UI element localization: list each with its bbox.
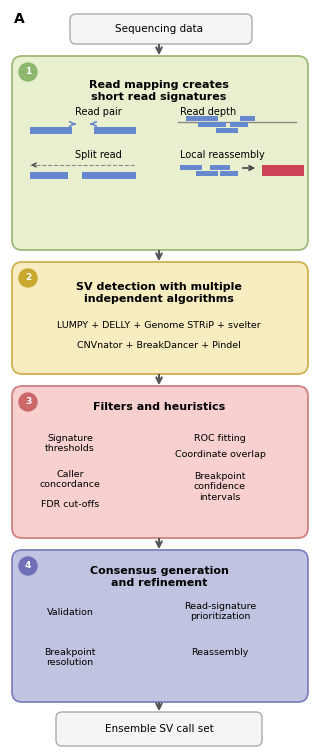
FancyBboxPatch shape: [12, 386, 308, 538]
Text: 3: 3: [25, 397, 31, 406]
Text: LUMPY + DELLY + Genome STRiP + svelter: LUMPY + DELLY + Genome STRiP + svelter: [57, 322, 261, 331]
Text: Split read: Split read: [75, 150, 122, 160]
Text: Breakpoint
confidence
intervals: Breakpoint confidence intervals: [194, 472, 246, 502]
FancyBboxPatch shape: [12, 262, 308, 374]
Bar: [30, 127, 72, 134]
Text: Reassembly: Reassembly: [191, 648, 249, 657]
Bar: [94, 127, 136, 134]
Text: Local reassembly: Local reassembly: [180, 150, 265, 160]
Circle shape: [19, 557, 37, 575]
Bar: [210, 165, 230, 170]
Circle shape: [19, 63, 37, 81]
Text: CNVnator + BreakDancer + Pindel: CNVnator + BreakDancer + Pindel: [77, 341, 241, 350]
Text: Caller
concordance: Caller concordance: [39, 470, 100, 489]
Bar: [216, 128, 238, 133]
Text: FDR cut-offs: FDR cut-offs: [41, 500, 99, 509]
Text: Breakpoint
resolution: Breakpoint resolution: [44, 648, 96, 667]
FancyBboxPatch shape: [12, 56, 308, 250]
Bar: [186, 116, 218, 121]
Bar: [196, 171, 218, 176]
Text: 2: 2: [25, 273, 31, 282]
Text: ROC fitting: ROC fitting: [194, 434, 246, 443]
Text: Read-signature
prioritization: Read-signature prioritization: [184, 602, 256, 621]
Text: A: A: [14, 12, 25, 26]
FancyBboxPatch shape: [70, 14, 252, 44]
Text: 4: 4: [25, 562, 31, 571]
Bar: [180, 165, 202, 170]
Bar: [220, 171, 238, 176]
Text: Validation: Validation: [46, 608, 93, 617]
FancyBboxPatch shape: [12, 550, 308, 702]
Text: Coordinate overlap: Coordinate overlap: [175, 450, 266, 459]
Text: Sequencing data: Sequencing data: [115, 24, 203, 34]
Text: SV detection with multiple
independent algorithms: SV detection with multiple independent a…: [76, 282, 242, 304]
Circle shape: [19, 269, 37, 287]
Text: Read depth: Read depth: [180, 107, 236, 117]
Text: 1: 1: [25, 67, 31, 76]
Bar: [262, 165, 304, 176]
Text: Ensemble SV call set: Ensemble SV call set: [105, 724, 213, 734]
Text: Filters and heuristics: Filters and heuristics: [93, 402, 225, 412]
Bar: [82, 172, 136, 179]
Text: Signature
thresholds: Signature thresholds: [45, 434, 95, 454]
Bar: [30, 172, 68, 179]
FancyBboxPatch shape: [56, 712, 262, 746]
Text: Read pair: Read pair: [75, 107, 122, 117]
Bar: [230, 122, 248, 127]
Bar: [198, 122, 226, 127]
Circle shape: [19, 393, 37, 411]
Bar: [240, 116, 255, 121]
Text: Read mapping creates
short read signatures: Read mapping creates short read signatur…: [89, 80, 229, 102]
Text: Consensus generation
and refinement: Consensus generation and refinement: [90, 566, 228, 587]
